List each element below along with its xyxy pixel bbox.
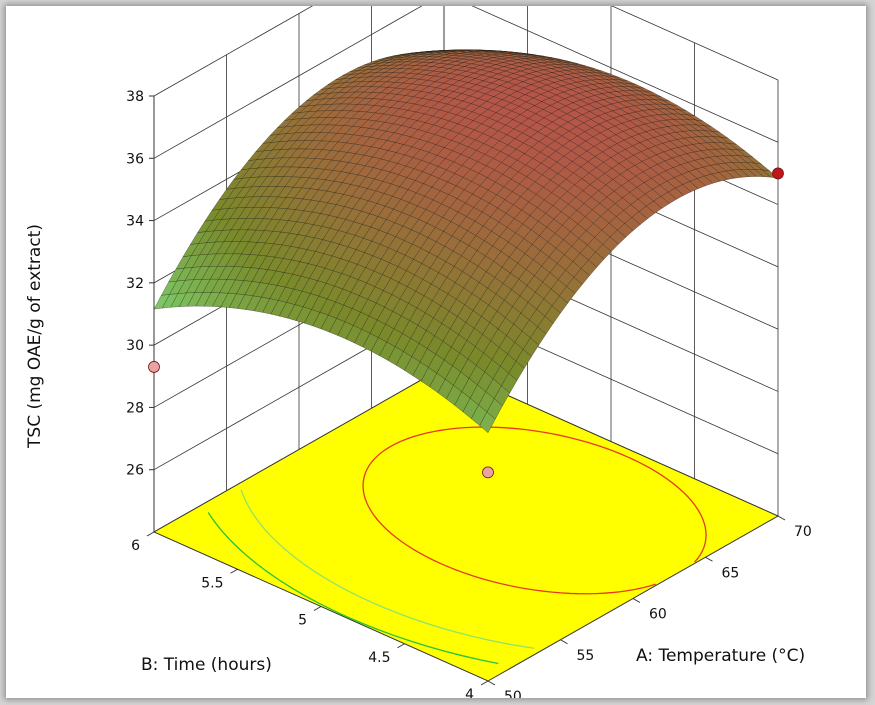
x-tick-label: 70 (794, 524, 812, 540)
x-tick-mark (560, 639, 568, 645)
design-point (482, 466, 494, 479)
tick-labels: 26 28 30 32 34 36 38 50 55 60 65 70 4 4.5 5 5.5 6 (126, 89, 812, 698)
contour-line (362, 426, 656, 595)
surface-cell (479, 411, 496, 434)
x-tick-label: 60 (649, 607, 667, 623)
design-points (148, 167, 784, 479)
surface-plot: 26 28 30 32 34 36 38 50 55 60 65 70 4 4.5 5 5.5 6 TSC (m… (25, 6, 812, 698)
z-axis-label: TSC (mg OAE/g of extract) (25, 224, 45, 449)
x-axis-label: A: Temperature (°C) (636, 646, 805, 666)
chart-frame: 26 28 30 32 34 36 38 50 55 60 65 70 4 4.5 5 5.5 6 TSC (m… (6, 6, 866, 698)
z-tick-label: 38 (126, 89, 144, 105)
wall-grid-line (153, 6, 423, 159)
y-tick-label: 6 (131, 538, 140, 554)
contour-line (240, 489, 535, 649)
floor-contours (207, 426, 707, 665)
z-tick-label: 34 (126, 214, 144, 230)
x-tick-label: 65 (722, 565, 740, 581)
y-axis-label: B: Time (hours) (141, 655, 272, 675)
z-tick-label: 36 (126, 151, 144, 167)
y-tick-mark (480, 680, 489, 686)
response-surface (153, 49, 779, 434)
design-point (772, 167, 784, 180)
x-tick-label: 55 (577, 648, 595, 664)
design-point (148, 361, 160, 373)
y-tick-mark (230, 568, 238, 574)
z-tick-label: 26 (126, 463, 144, 479)
x-tick-mark (487, 680, 496, 686)
wall-grid-line (153, 6, 313, 97)
wall-grid-line (471, 6, 779, 143)
y-tick-label: 4.5 (368, 650, 390, 666)
z-tick-label: 30 (126, 338, 144, 354)
contour-line (207, 512, 499, 665)
x-tick-mark (632, 598, 641, 603)
y-tick-label: 5 (298, 613, 307, 629)
x-tick-label: 50 (504, 689, 522, 698)
x-tick-mark (705, 556, 713, 562)
x-tick-mark (777, 515, 786, 521)
contour-line (627, 456, 707, 563)
z-tick-label: 32 (126, 276, 144, 292)
z-tick-label: 28 (126, 400, 144, 416)
y-tick-label: 5.5 (201, 575, 223, 591)
y-tick-label: 4 (465, 687, 474, 698)
y-tick-mark (146, 531, 155, 537)
y-tick-mark (313, 606, 322, 611)
y-tick-mark (397, 643, 405, 649)
wall-grid-line (611, 6, 779, 81)
